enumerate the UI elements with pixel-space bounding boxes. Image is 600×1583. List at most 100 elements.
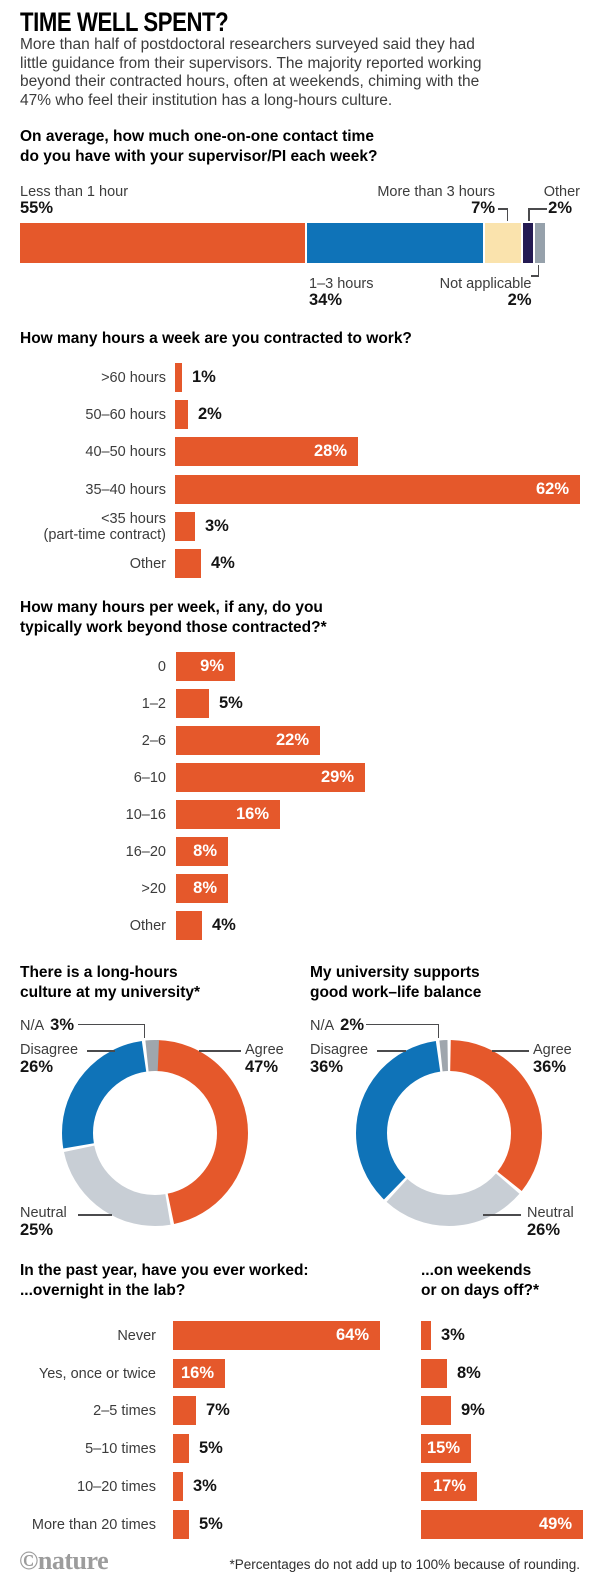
donut-chart-balance (349, 1033, 549, 1233)
callout-more-than-3-hours-value: 7% (471, 199, 495, 217)
category-label: 10–16 (125, 806, 166, 823)
connector-line (377, 1050, 406, 1052)
category-label: Other (129, 555, 166, 572)
category-label: >20 (141, 880, 166, 897)
value-label: 28% (313, 442, 347, 460)
donut-segment-agree (356, 1040, 542, 1226)
value-label: 8% (457, 1364, 481, 1382)
connector-line (506, 208, 508, 221)
value-label: 62% (535, 480, 569, 498)
bar (173, 1321, 380, 1350)
value-label: 2% (198, 405, 222, 423)
chart-title-balance: My university supports good work–life ba… (310, 964, 482, 1001)
connector-line (528, 208, 547, 210)
chart-title-contact-time: On average, how much one-on-one contact … (20, 128, 378, 165)
category-label: 40–50 hours (85, 443, 166, 460)
donut2-neutral-value: 26% (527, 1221, 561, 1239)
stacked-segment-not-applicable (534, 223, 545, 263)
donut2-agree-name: Agree (533, 1042, 572, 1058)
bar (421, 1510, 583, 1539)
bar (173, 1396, 196, 1425)
bar (175, 363, 182, 392)
callout-not-applicable-value: 2% (507, 291, 532, 309)
chart-title-contracted: How many hours a week are you contracted… (20, 330, 412, 347)
connector-line (199, 1050, 241, 1052)
stacked-segment-more-than-3-hours (484, 223, 522, 263)
connector-line (78, 1023, 145, 1025)
connector-line (366, 1023, 438, 1025)
donut1-na-name: N/A (20, 1018, 45, 1034)
footnote: *Percentages do not add up to 100% becau… (229, 1557, 580, 1572)
callout-less-than-1-hour-label: Less than 1 hour (20, 184, 129, 200)
value-label: 7% (206, 1401, 230, 1419)
connector-line (437, 1024, 439, 1038)
bar (175, 549, 201, 578)
value-label: 5% (199, 1515, 223, 1533)
donut2-na-label: N/A 2% (310, 1016, 364, 1035)
donut2-disagree-name: Disagree (310, 1042, 369, 1058)
value-label: 15% (426, 1439, 460, 1457)
bar (421, 1321, 431, 1350)
value-label: 4% (211, 554, 235, 572)
value-label: 16% (235, 805, 269, 823)
value-label: 16% (180, 1364, 214, 1382)
value-label: 8% (193, 842, 217, 860)
category-label: 35–40 hours (85, 481, 166, 498)
donut1-agree-name: Agree (245, 1042, 284, 1058)
donut1-agree-value: 47% (245, 1058, 279, 1076)
bar (176, 837, 228, 866)
chart-title-weekends: ...on weekends or on days off?* (421, 1262, 539, 1299)
donut-segment-disagree (356, 1040, 542, 1226)
donut1-na-label: N/A 3% (20, 1016, 74, 1035)
connector-line (87, 1050, 115, 1052)
donut-segment-disagree (62, 1040, 248, 1226)
connector-line (528, 208, 530, 221)
callout-1-3-hours-label: 1–3 hours (309, 276, 374, 292)
donut-chart-culture (55, 1033, 255, 1233)
bar (421, 1359, 447, 1388)
category-label: 5–10 times (85, 1440, 156, 1457)
callout-more-than-3-hours-label: More than 3 hours (377, 184, 495, 200)
chart-title-overnight: In the past year, have you ever worked: … (20, 1262, 309, 1299)
callout-other-label: Other (543, 184, 580, 200)
bar (176, 763, 365, 792)
connector-line (78, 1214, 112, 1216)
chart-title-culture: There is a long-hours culture at my univ… (20, 964, 201, 1001)
bar (421, 1434, 471, 1463)
connector-line (498, 208, 508, 210)
intro-text: More than half of postdoctoral researche… (20, 36, 482, 110)
connector-line (492, 1050, 529, 1052)
value-label: 9% (200, 657, 224, 675)
stacked-segment-other (522, 223, 534, 263)
bar (175, 437, 358, 466)
stacked-bar-contact-time (20, 223, 545, 263)
value-label: 3% (441, 1326, 465, 1344)
bar (176, 689, 209, 718)
donut1-na-value: 3% (50, 1016, 75, 1034)
category-label: Other (129, 917, 166, 934)
donut1-disagree-value: 26% (20, 1058, 54, 1076)
donut1-disagree-name: Disagree (20, 1042, 79, 1058)
bar (176, 874, 228, 903)
callout-1-3-hours-value: 34% (309, 291, 343, 309)
category-label: More than 20 times (31, 1516, 156, 1533)
bar (173, 1510, 189, 1539)
category-label: 6–10 (133, 769, 166, 786)
value-label: 5% (199, 1439, 223, 1457)
bar-chart-overnight: Never 64% Yes, once or twice 16% 2–5 times 7%… (0, 1321, 600, 1539)
category-label: 2–6 (141, 732, 166, 749)
value-label: 3% (193, 1477, 217, 1495)
value-label: 49% (538, 1515, 572, 1533)
bar (176, 800, 280, 829)
donut2-na-value: 2% (340, 1016, 365, 1034)
value-label: 1% (192, 368, 216, 386)
value-label: 17% (432, 1477, 466, 1495)
donut1-neutral-value: 25% (20, 1221, 54, 1239)
category-label: 1–2 (141, 695, 166, 712)
value-label: 3% (205, 517, 229, 535)
category-label: Yes, once or twice (38, 1365, 156, 1382)
donut2-neutral-name: Neutral (527, 1205, 574, 1221)
category-label: <35 hours (part-time contract) (43, 510, 166, 543)
bar (175, 475, 580, 504)
